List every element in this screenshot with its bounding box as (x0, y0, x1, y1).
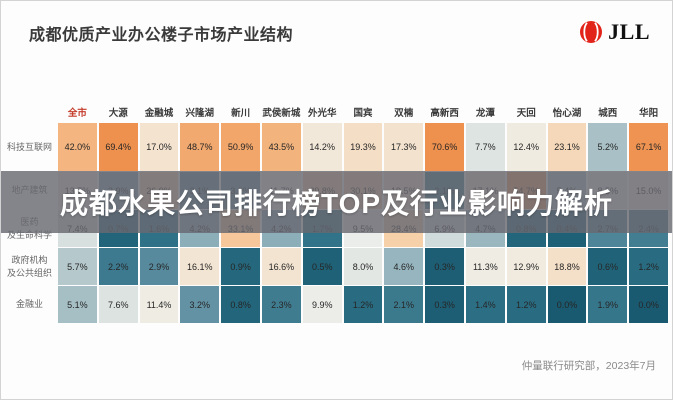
column-header: 兴隆湖 (185, 108, 215, 119)
heatmap-cell: 50.9% (221, 123, 260, 171)
column-header: 龙潭 (475, 108, 495, 119)
heatmap-cell: 7.7% (465, 123, 505, 171)
overlay-banner: 成都水果公司排行榜TOP及行业影响力解析 (1, 171, 672, 233)
heatmap-cell: 0.9% (221, 248, 260, 285)
heatmap-cell: 67.1% (629, 123, 668, 171)
column-header: 城西 (598, 108, 618, 119)
heatmap-cell: 12.4% (506, 123, 546, 171)
heatmap-cell: 1.2% (506, 286, 546, 323)
overlay-banner-text: 成都水果公司排行榜TOP及行业影响力解析 (59, 188, 614, 219)
column-header: 双楠 (394, 108, 414, 119)
heatmap-cell: 11.3% (465, 248, 505, 285)
heatmap-cell: 1.9% (588, 286, 628, 323)
column-header: 金融城 (144, 108, 174, 119)
column-header: 华阳 (639, 108, 659, 119)
column-header: 新川 (231, 108, 251, 119)
heatmap-cell: 4.6% (384, 248, 424, 285)
heatmap-cell: 17.3% (384, 123, 424, 171)
column-header: 全市 (67, 108, 87, 119)
heatmap-cell: 2.9% (139, 248, 179, 285)
jll-logo-icon (579, 20, 603, 44)
column-header: 高新西 (430, 108, 459, 119)
heatmap-cell: 18.8% (547, 248, 587, 285)
heatmap-cell: 5.1% (58, 286, 97, 323)
heatmap-cell: 1.2% (629, 248, 668, 285)
column-header: 外光华 (307, 108, 337, 119)
heatmap-cell: 70.6% (425, 123, 464, 171)
heatmap-cell: 16.1% (180, 248, 220, 285)
heatmap-cell: 2.3% (261, 286, 301, 323)
heatmap-cell: 0.6% (588, 248, 628, 285)
column-header: 大源 (108, 108, 128, 119)
heatmap-cell: 2.2% (98, 248, 138, 285)
table-corner (3, 102, 56, 122)
column-header: 国宾 (353, 108, 373, 119)
heatmap-cell: 69.4% (98, 123, 138, 171)
heatmap-cell: 23.1% (547, 123, 587, 171)
heatmap-cell: 11.4% (139, 286, 179, 323)
heatmap-cell: 1.2% (343, 286, 383, 323)
column-header: 武侯新城 (262, 108, 301, 119)
jll-logo: JLL (579, 19, 650, 45)
row-label: 金融业 (15, 299, 43, 310)
source-note: 仲量联行研究部，2023年7月 (521, 360, 656, 372)
jll-logo-text: JLL (608, 19, 650, 44)
column-header: 怡心湖 (552, 108, 582, 119)
heatmap-cell: 5.7% (58, 248, 97, 285)
heatmap-cell: 0.8% (221, 286, 260, 323)
heatmap-cell: 42.0% (58, 123, 97, 171)
row-label: 科技互联网 (6, 141, 52, 152)
heatmap-cell: 3.2% (180, 286, 220, 323)
heatmap-cell: 0.3% (425, 248, 464, 285)
heatmap-cell: 9.9% (302, 286, 342, 323)
heatmap-cell: 0.5% (302, 248, 342, 285)
heatmap-cell: 48.7% (180, 123, 220, 171)
heatmap-cell: 0.3% (425, 286, 464, 323)
heatmap-cell: 5.2% (588, 123, 628, 171)
heatmap-cell: 43.5% (261, 123, 301, 171)
heatmap-cell: 1.4% (465, 286, 505, 323)
heatmap-cell: 19.3% (343, 123, 383, 171)
heatmap-cell: 8.0% (343, 248, 383, 285)
heatmap-cell: 17.0% (139, 123, 179, 171)
heatmap-cell: 12.9% (506, 248, 546, 285)
heatmap-cell: 2.1% (384, 286, 424, 323)
row-label: 政府机构 及公共组织 (6, 255, 52, 278)
heatmap-cell: 7.6% (98, 286, 138, 323)
column-header: 天回 (516, 108, 536, 119)
heatmap-cell: 16.6% (261, 248, 301, 285)
heatmap-cell: 0.0% (629, 286, 668, 323)
page-title: 成都优质产业办公楼子市场产业结构 (29, 27, 294, 44)
heatmap-cell: 14.2% (302, 123, 342, 171)
heatmap-cell: 0.0% (547, 286, 587, 323)
